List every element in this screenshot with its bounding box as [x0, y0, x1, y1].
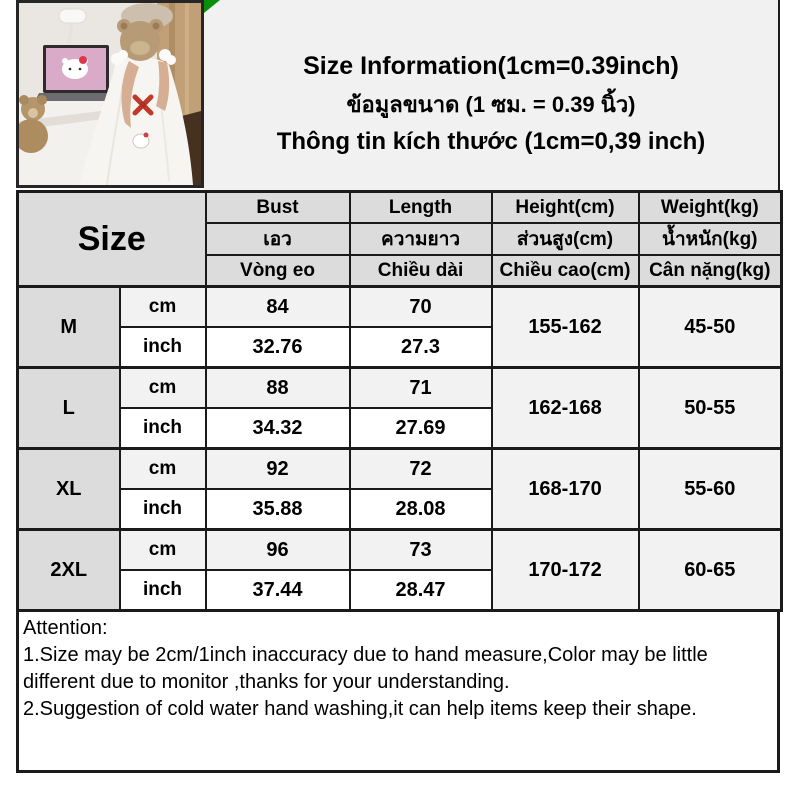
unit-cm: cm: [118, 366, 207, 409]
header-length-en: Length: [348, 190, 493, 224]
title-english: Size Information(1cm=0.39inch): [303, 52, 679, 80]
cell-height: 170-172: [490, 528, 640, 612]
cell-length-cm: 72: [348, 447, 493, 490]
cell-bust-inch: 37.44: [204, 569, 351, 612]
unit-inch: inch: [118, 488, 207, 531]
cell-length-cm: 71: [348, 366, 493, 409]
cell-length-inch: 27.3: [348, 326, 493, 369]
cell-bust-cm: 88: [204, 366, 351, 409]
cell-bust-cm: 92: [204, 447, 351, 490]
header-weight-vi: Cân nặng(kg): [637, 254, 783, 288]
table-row: L cm 88 71 162-168 50-55: [16, 366, 783, 450]
cell-bust-cm: 96: [204, 528, 351, 571]
header-height-vi: Chiều cao(cm): [490, 254, 640, 288]
unit-cm: cm: [118, 285, 207, 328]
cell-bust-cm: 84: [204, 285, 351, 328]
table-row: 2XL cm 96 73 170-172 60-65: [16, 528, 783, 612]
cell-length-inch: 28.08: [348, 488, 493, 531]
table-row: inch 32.76 27.3: [18, 326, 782, 369]
attention-notes: Attention: 1.Size may be 2cm/1inch inacc…: [16, 612, 780, 773]
table-row: inch 34.32 27.69: [18, 407, 782, 450]
header-weight-en: Weight(kg): [637, 190, 783, 224]
header-bust-vi: Vòng eo: [204, 254, 351, 288]
header-height-en: Height(cm): [490, 190, 640, 224]
cell-weight: 55-60: [637, 447, 783, 531]
cell-height: 155-162: [490, 285, 640, 369]
size-information-title-block: Size Information(1cm=0.39inch) ข้อมูลขนา…: [204, 0, 780, 190]
cell-length-cm: 70: [348, 285, 493, 328]
cell-height: 168-170: [490, 447, 640, 531]
unit-inch: inch: [118, 569, 207, 612]
size-label-2xl: 2XL: [16, 528, 121, 612]
attention-line-2: 2.Suggestion of cold water hand washing,…: [23, 698, 697, 720]
cell-length-inch: 28.47: [348, 569, 493, 612]
header-length-vi: Chiều dài: [348, 254, 493, 288]
table-row: inch 37.44 28.47: [18, 569, 782, 612]
size-table: Size Bust Length Height(cm) Weight(kg) เ…: [16, 190, 784, 612]
cell-weight: 45-50: [637, 285, 783, 369]
header-section: Size Information(1cm=0.39inch) ข้อมูลขนา…: [16, 0, 780, 190]
header-bust-th: เอว: [204, 222, 351, 256]
product-photo: [16, 0, 204, 188]
header-weight-th: น้ำหนัก(kg): [637, 222, 783, 256]
unit-inch: inch: [118, 407, 207, 450]
cell-weight: 50-55: [637, 366, 783, 450]
unit-cm: cm: [118, 528, 207, 571]
cell-height: 162-168: [490, 366, 640, 450]
title-vietnamese: Thông tin kích thước (1cm=0,39 inch): [276, 128, 706, 155]
title-thai: ข้อมูลขนาด (1 ซม. = 0.39 นิ้ว): [346, 92, 636, 117]
table-row: inch 35.88 28.08: [18, 488, 782, 531]
size-column-header: Size: [16, 190, 207, 288]
size-label-xl: XL: [16, 447, 121, 531]
header-height-th: ส่วนสูง(cm): [490, 222, 640, 256]
unit-cm: cm: [118, 447, 207, 490]
table-row: M cm 84 70 155-162 45-50: [16, 285, 783, 369]
cell-length-inch: 27.69: [348, 407, 493, 450]
attention-line-1: 1.Size may be 2cm/1inch inaccuracy due t…: [23, 644, 708, 693]
header-bust-en: Bust: [204, 190, 351, 224]
cell-bust-inch: 34.32: [204, 407, 351, 450]
cell-weight: 60-65: [637, 528, 783, 612]
product-photo-illustration: [19, 3, 201, 185]
unit-inch: inch: [118, 326, 207, 369]
cell-length-cm: 73: [348, 528, 493, 571]
attention-heading: Attention:: [23, 617, 108, 639]
table-row: XL cm 92 72 168-170 55-60: [16, 447, 783, 531]
cell-bust-inch: 32.76: [204, 326, 351, 369]
size-label-m: M: [16, 285, 121, 369]
size-label-l: L: [16, 366, 121, 450]
header-length-th: ความยาว: [348, 222, 493, 256]
cell-bust-inch: 35.88: [204, 488, 351, 531]
